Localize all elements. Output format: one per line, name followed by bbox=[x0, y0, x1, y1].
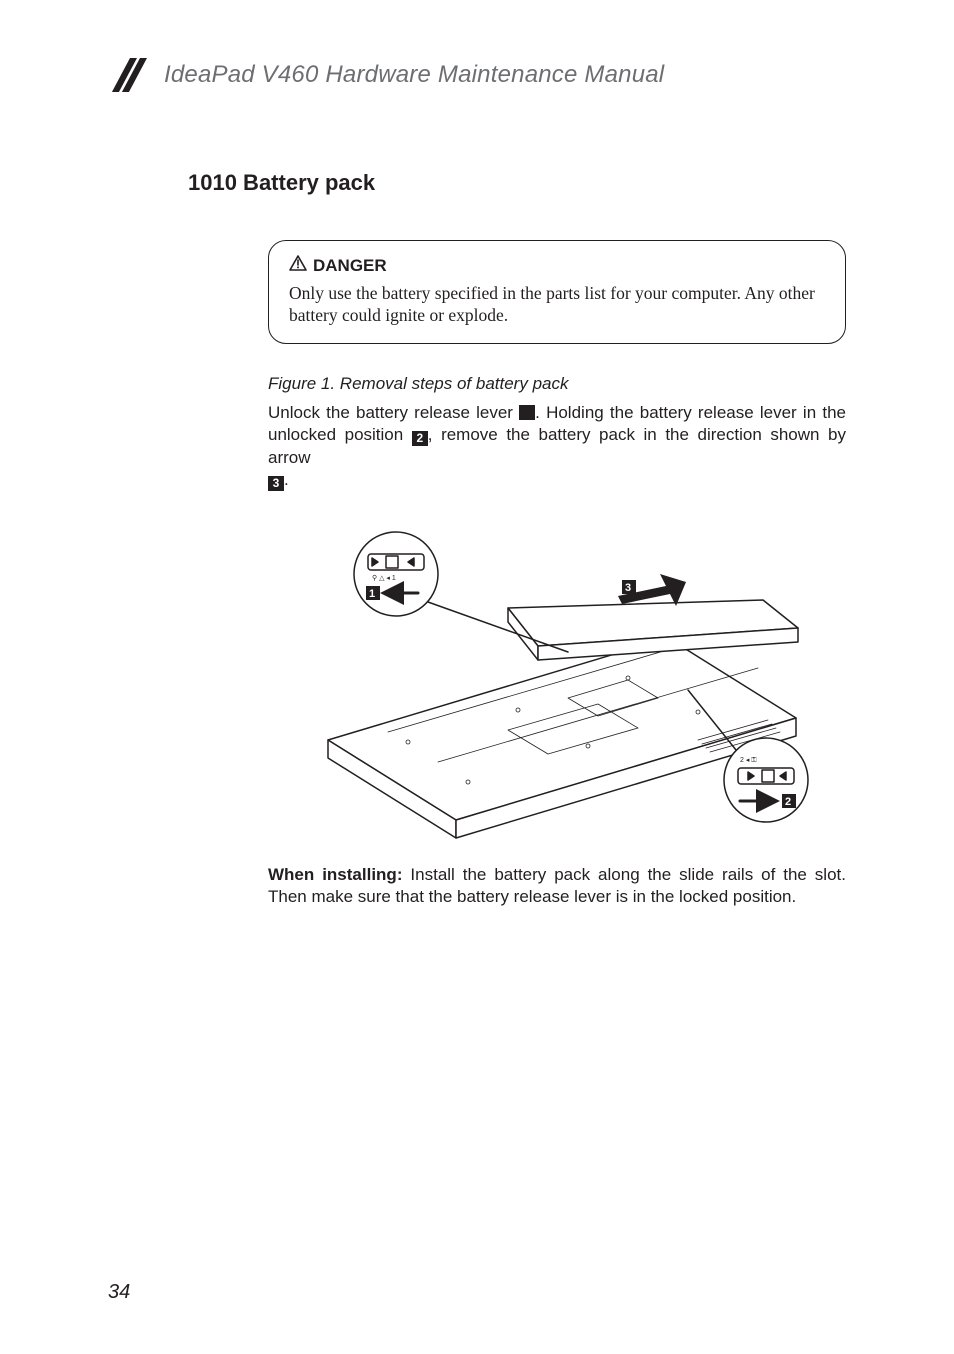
danger-box: DANGER Only use the battery specified in… bbox=[268, 240, 846, 344]
danger-body: Only use the battery specified in the pa… bbox=[289, 282, 825, 327]
callout-2-inline: 2 bbox=[412, 431, 428, 446]
danger-heading: DANGER bbox=[289, 255, 825, 276]
document-title: IdeaPad V460 Hardware Maintenance Manual bbox=[164, 61, 664, 89]
svg-text:2 ◂ ⚿: 2 ◂ ⚿ bbox=[740, 757, 757, 764]
danger-label: DANGER bbox=[313, 256, 387, 276]
warning-icon bbox=[289, 255, 307, 276]
callout-1-inline bbox=[519, 405, 535, 420]
callout-3-inline: 3 bbox=[268, 476, 284, 491]
battery-removal-diagram: ⚲ △ ◂ 1 1 3 bbox=[268, 520, 846, 840]
svg-text:2: 2 bbox=[785, 796, 791, 808]
instr-part-d: . bbox=[284, 470, 289, 489]
page-header: IdeaPad V460 Hardware Maintenance Manual bbox=[108, 58, 854, 92]
svg-text:3: 3 bbox=[625, 582, 631, 594]
svg-text:1: 1 bbox=[369, 588, 375, 600]
page-number: 34 bbox=[108, 1281, 130, 1304]
install-lead: When installing: bbox=[268, 865, 402, 884]
slash-logo-icon bbox=[108, 58, 150, 92]
instruction-text: Unlock the battery release lever . Holdi… bbox=[268, 402, 846, 492]
figure-caption: Figure 1. Removal steps of battery pack bbox=[268, 374, 846, 394]
svg-text:⚲ △ ◂ 1: ⚲ △ ◂ 1 bbox=[372, 574, 396, 582]
section-heading: 1010 Battery pack bbox=[188, 170, 854, 196]
install-note: When installing: Install the battery pac… bbox=[268, 864, 846, 909]
instr-part-a: Unlock the battery release lever bbox=[268, 403, 519, 422]
